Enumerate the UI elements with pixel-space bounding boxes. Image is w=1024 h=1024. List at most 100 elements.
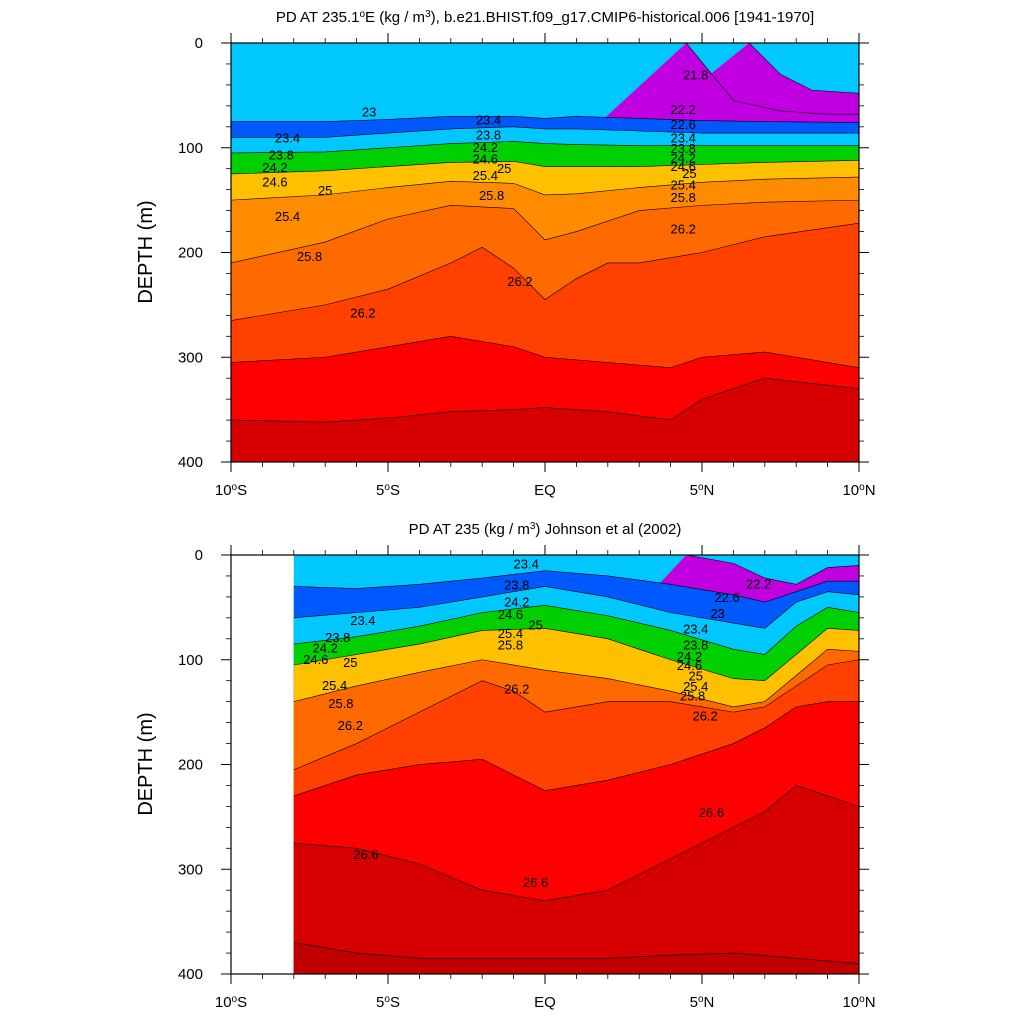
contour-line xyxy=(686,555,859,585)
contour-line xyxy=(293,570,859,603)
contour-label: 23.4 xyxy=(514,557,539,572)
contour-label: 23.4 xyxy=(350,613,375,628)
contour-label: 21.8 xyxy=(683,68,708,83)
contour-label: 23.8 xyxy=(476,127,501,142)
contour-label: 26.6 xyxy=(699,805,724,820)
x-tick-label: 5oS xyxy=(376,994,400,1012)
contour-line xyxy=(231,377,859,423)
contour-label: 24.2 xyxy=(313,640,338,655)
contour-label: 24.6 xyxy=(473,151,498,166)
contour-label: 26.2 xyxy=(692,709,717,724)
contour-label: 22.6 xyxy=(671,117,696,132)
contour-line xyxy=(293,701,859,797)
contour-line xyxy=(293,648,859,708)
contour-label: 23.8 xyxy=(671,141,696,156)
density-band xyxy=(293,785,859,974)
contour-label: 25.8 xyxy=(479,188,504,203)
y-tick-label: 0 xyxy=(195,547,203,564)
contour-lines xyxy=(231,43,859,423)
contour-label: 25.4 xyxy=(498,626,523,641)
y-tick-label: 200 xyxy=(178,757,203,774)
y-tick-label: 100 xyxy=(178,140,203,157)
contour-label: 23.4 xyxy=(683,622,708,637)
contour-label: 24.2 xyxy=(671,150,696,165)
contour-label: 23.4 xyxy=(476,113,501,128)
contour-label: 25 xyxy=(688,669,702,684)
contour-line xyxy=(293,659,859,771)
contour-label: 25.4 xyxy=(322,678,347,693)
y-tick-label: 300 xyxy=(178,349,203,366)
contour-label: 24.6 xyxy=(671,159,696,174)
contour-label: 23.4 xyxy=(275,131,300,146)
x-tick-label: 10oS xyxy=(215,482,247,500)
y-tick-label: 0 xyxy=(195,35,203,52)
contour-label: 22.2 xyxy=(746,577,771,592)
contour-label: 26.2 xyxy=(507,274,532,289)
y-tick-label: 400 xyxy=(178,966,203,983)
x-tick-label: 5oN xyxy=(690,482,715,500)
x-tick-label: 10oN xyxy=(842,482,875,500)
contour-line xyxy=(231,141,859,154)
contour-label: 23.8 xyxy=(504,578,529,593)
contour-line xyxy=(293,604,859,655)
x-tick-label: EQ xyxy=(534,482,556,499)
contour-label: 23 xyxy=(710,606,724,621)
contour-label: 25.4 xyxy=(275,209,300,224)
contour-line xyxy=(231,116,859,123)
contour-label: 26.6 xyxy=(353,847,378,862)
contour-label: 24.2 xyxy=(677,649,702,664)
contour-label: 25 xyxy=(318,183,332,198)
contour-label: 25.4 xyxy=(671,178,696,193)
contour-label: 26.2 xyxy=(671,222,696,237)
contour-label: 24.2 xyxy=(262,160,287,175)
contour-line xyxy=(293,628,859,682)
contour-label: 23.8 xyxy=(269,147,294,162)
panel-top: PD AT 235.1oE (kg / m3), b.e21.BHIST.f09… xyxy=(135,9,876,500)
contour-label: 26.2 xyxy=(504,681,529,696)
contour-label: 25.8 xyxy=(297,249,322,264)
panel-title: PD AT 235.1oE (kg / m3), b.e21.BHIST.f09… xyxy=(276,9,814,27)
y-tick-label: 400 xyxy=(178,454,203,471)
contour-label: 25 xyxy=(528,617,542,632)
contour-label: 26.2 xyxy=(350,305,375,320)
contour-label: 24.6 xyxy=(677,658,702,673)
contour-label: 25.4 xyxy=(683,679,708,694)
x-tick-label: 5oN xyxy=(690,994,715,1012)
contour-label: 22.2 xyxy=(671,102,696,117)
contour-label: 23.8 xyxy=(683,637,708,652)
contour-label: 24.6 xyxy=(303,652,328,667)
contour-label: 24.2 xyxy=(473,140,498,155)
contour-label: 25.8 xyxy=(671,190,696,205)
y-tick-label: 300 xyxy=(178,861,203,878)
filled-contours xyxy=(231,43,859,462)
contour-label: 25.8 xyxy=(680,689,705,704)
filled-contours xyxy=(293,555,859,974)
contour-label: 24.6 xyxy=(498,607,523,622)
contour-labels: 21.822.222.62323.423.423.823.824.224.224… xyxy=(262,68,708,321)
contour-line xyxy=(231,222,859,321)
contour-label: 23.8 xyxy=(325,630,350,645)
contour-line xyxy=(231,335,859,369)
contour-line xyxy=(293,586,859,629)
contour-label: 25.8 xyxy=(328,696,353,711)
contour-label: 22.6 xyxy=(714,590,739,605)
y-tick-label: 100 xyxy=(178,652,203,669)
contour-line xyxy=(231,160,859,175)
contour-line xyxy=(293,785,859,901)
contour-label: 25 xyxy=(497,161,511,176)
contour-label: 25 xyxy=(343,655,357,670)
contour-label: 24.2 xyxy=(504,594,529,609)
x-tick-label: 5oS xyxy=(376,482,400,500)
contour-lines xyxy=(293,555,859,964)
contour-label: 23.4 xyxy=(671,131,696,146)
contour-line xyxy=(293,942,859,964)
x-tick-label: 10oN xyxy=(842,994,875,1012)
panel-bottom: PD AT 235 (kg / m3) Johnson et al (2002)… xyxy=(135,521,876,1012)
contour-label: 25.8 xyxy=(498,637,523,652)
axes: 0 100 200 300 400 10oS 5oS EQ 5oN 10oN xyxy=(178,545,876,1011)
contour-label: 25.4 xyxy=(473,168,498,183)
contour-line xyxy=(231,199,859,264)
contour-label: 23 xyxy=(362,104,376,119)
axes: 0 100 200 300 400 10oS 5oS EQ 5oN 10oN xyxy=(178,33,876,499)
